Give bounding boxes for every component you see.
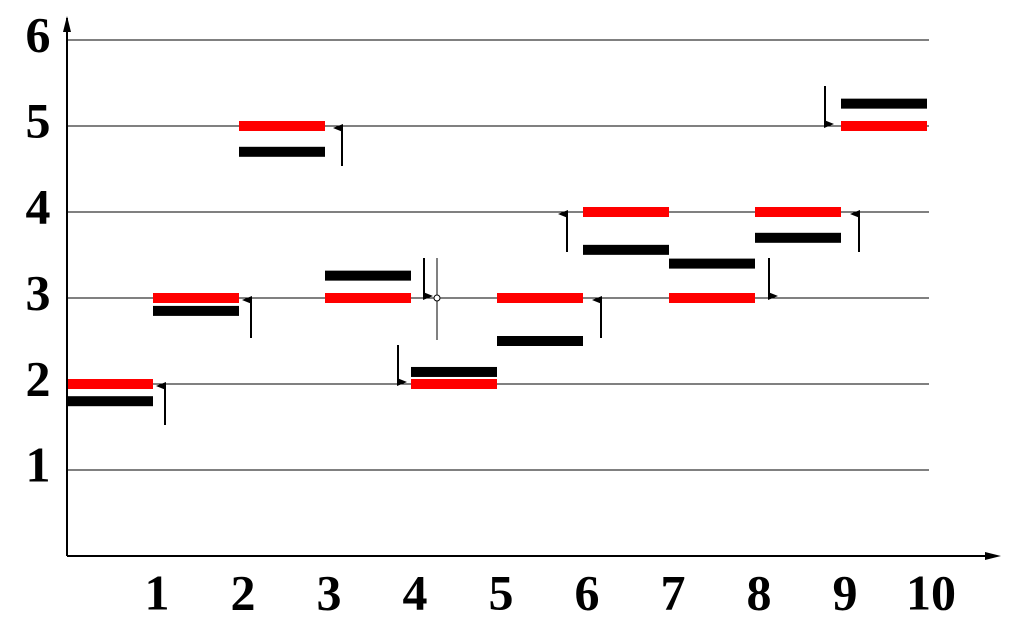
x-tick-label: 3 (317, 564, 342, 620)
segment (669, 293, 755, 303)
x-tick-label: 2 (231, 564, 256, 620)
segment (497, 336, 583, 346)
x-tick-label: 7 (661, 564, 686, 620)
x-tick-label: 6 (575, 564, 600, 620)
segment (239, 146, 325, 157)
y-tick-label: 3 (26, 264, 51, 320)
y-tick-label: 4 (26, 178, 51, 234)
y-tick-label: 2 (26, 350, 51, 406)
segment (67, 379, 153, 389)
decorations (63, 16, 1001, 560)
x-tick-label: 1 (145, 564, 170, 620)
segment (411, 379, 497, 389)
x-tick-label: 5 (489, 564, 514, 620)
segment (755, 207, 841, 217)
y-tick-label: 6 (26, 6, 51, 62)
segment (583, 207, 669, 217)
y-axis-arrow (63, 16, 71, 32)
x-tick-label: 10 (906, 564, 956, 620)
segment (325, 293, 411, 303)
segment (841, 98, 927, 109)
segment (497, 293, 583, 303)
x-tick-label: 8 (747, 564, 772, 620)
segment (411, 366, 497, 377)
segment (583, 244, 669, 255)
y-tick-label: 5 (26, 92, 51, 148)
segment (67, 396, 153, 407)
marks (67, 98, 927, 407)
grid (67, 39, 929, 471)
crosshair-point (433, 294, 441, 302)
x-axis-arrow (985, 552, 1001, 560)
segment (669, 258, 755, 269)
segment (755, 232, 841, 243)
segment (153, 293, 239, 303)
y-tick-label: 1 (26, 436, 51, 492)
segment (841, 121, 927, 131)
segment (153, 305, 239, 316)
segment (239, 121, 325, 131)
segment (325, 270, 411, 281)
x-tick-label: 9 (833, 564, 858, 620)
x-tick-label: 4 (403, 564, 428, 620)
